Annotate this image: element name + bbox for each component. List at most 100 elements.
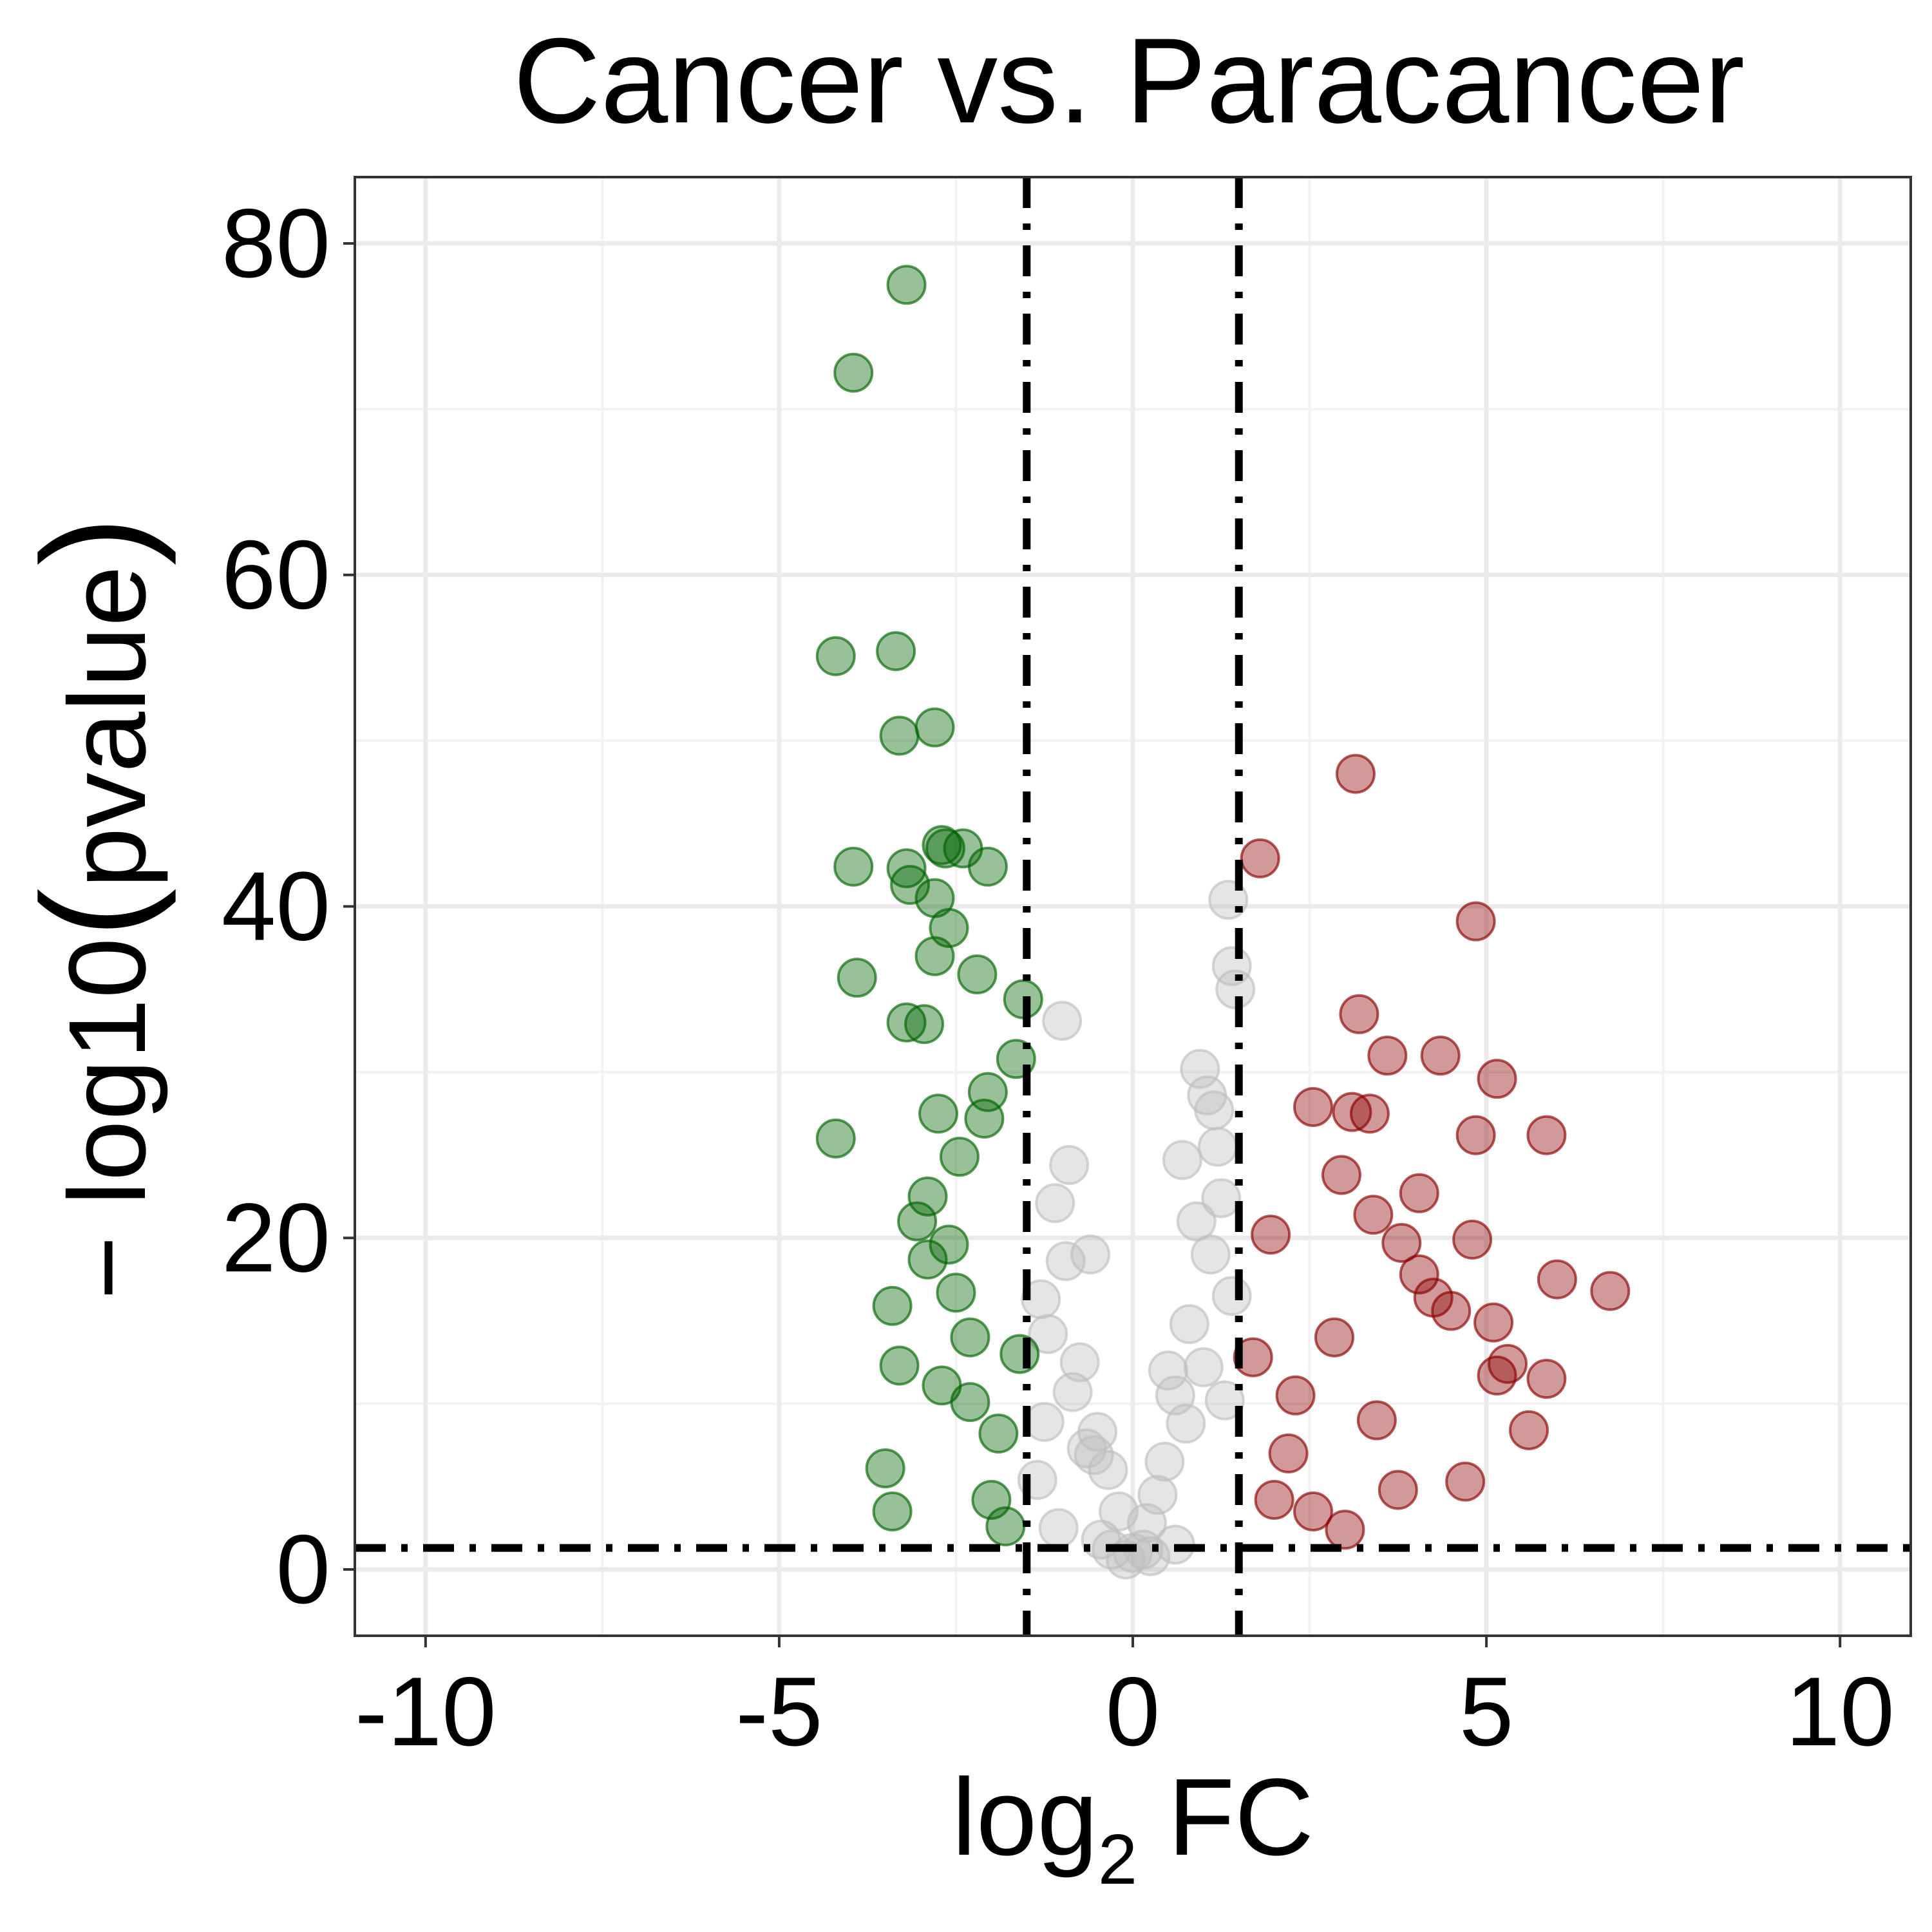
ns-point [1201, 1178, 1242, 1218]
y-tick-label: 40 [222, 852, 330, 961]
y-tick-label: 0 [276, 1515, 330, 1624]
down-point [922, 825, 962, 866]
up-point [1452, 1219, 1493, 1260]
down-point [815, 636, 856, 676]
down-point [907, 1176, 948, 1217]
up-point [1268, 1433, 1309, 1473]
ns-point [1042, 1001, 1083, 1041]
y-tick-label: 80 [222, 189, 330, 298]
ns-point [1144, 1441, 1185, 1482]
ns-point [1137, 1475, 1178, 1515]
up-point [1314, 1317, 1354, 1358]
down-point [904, 1004, 945, 1045]
up-point [1251, 1215, 1291, 1255]
y-tick-label: 20 [222, 1183, 330, 1293]
down-point [964, 1098, 1005, 1139]
down-point [890, 865, 931, 905]
ns-point [1059, 1342, 1100, 1383]
up-point [1254, 1479, 1294, 1520]
down-point [914, 707, 955, 748]
up-point [1526, 1359, 1567, 1399]
grid [355, 177, 1911, 1636]
x-tick-label: 5 [1459, 1657, 1514, 1766]
down-point [886, 265, 927, 305]
up-point [1445, 1461, 1486, 1502]
down-point [837, 958, 877, 998]
down-point [950, 1317, 990, 1358]
up-point [1293, 1491, 1334, 1531]
up-point [1353, 1195, 1394, 1235]
down-point [872, 1491, 913, 1531]
up-point [1473, 1302, 1514, 1343]
down-point [865, 1448, 905, 1489]
ns-point [1148, 1350, 1188, 1391]
up-point [1526, 1115, 1567, 1155]
down-point [886, 848, 927, 889]
x-tick-label: -5 [735, 1657, 822, 1766]
y-axis-label-inner: pvalue [46, 565, 169, 888]
ns-point [1166, 1403, 1206, 1444]
y-axis-label-prefix: − log10 [46, 938, 169, 1300]
y-axis-label-open-paren: ( [11, 888, 176, 938]
ns-point [1028, 1314, 1068, 1354]
down-point [922, 1365, 962, 1406]
ns-point [1176, 1201, 1217, 1242]
ns-point [1088, 1450, 1128, 1490]
up-point [1537, 1259, 1577, 1300]
down-point [876, 631, 916, 672]
ns-point [1038, 1508, 1079, 1548]
down-point [872, 1285, 913, 1326]
up-point [1325, 1510, 1365, 1550]
chart-title: Cancer vs. Paracancer [513, 13, 1745, 148]
up-point [1477, 1059, 1517, 1099]
not-significant-points [1017, 880, 1256, 1580]
up-point [1349, 1094, 1390, 1134]
up-point [1240, 838, 1280, 878]
ns-point [1197, 1126, 1238, 1167]
x-axis: -10 -5 0 5 10 [355, 1636, 1895, 1766]
ns-point [1169, 1304, 1209, 1345]
x-axis-label-subscript: 2 [1098, 1820, 1137, 1899]
y-axis: 0 20 40 60 80 [222, 189, 355, 1624]
downregulated-points [815, 265, 1043, 1547]
down-point [999, 1334, 1040, 1374]
up-point [1339, 994, 1379, 1034]
x-axis-label: log2 FC [952, 1756, 1314, 1899]
up-point [1367, 1036, 1408, 1076]
x-axis-label-suffix: FC [1137, 1756, 1314, 1879]
up-point [1335, 753, 1376, 794]
down-point [978, 1413, 1019, 1454]
x-tick-label: 0 [1106, 1657, 1160, 1766]
down-point [833, 352, 874, 393]
down-point [985, 1506, 1026, 1547]
ns-point [1052, 1372, 1093, 1412]
ns-point [1162, 1140, 1202, 1180]
down-point [957, 954, 998, 995]
ns-point [1070, 1235, 1111, 1275]
ns-point [1211, 1276, 1252, 1316]
down-point [929, 1224, 969, 1265]
up-point [1488, 1343, 1528, 1384]
up-point [1233, 1337, 1273, 1378]
upregulated-points [1233, 753, 1631, 1550]
up-point [1275, 1375, 1316, 1416]
ns-point [1049, 1145, 1090, 1186]
y-axis-label: − log10(pvalue) [11, 516, 176, 1300]
ns-point [1180, 1048, 1220, 1089]
up-point [1399, 1173, 1439, 1213]
down-point [897, 1201, 938, 1242]
down-point [879, 715, 920, 756]
up-point [1590, 1271, 1631, 1311]
down-point [833, 846, 874, 887]
ns-point [1190, 1235, 1231, 1275]
down-point [879, 1345, 920, 1386]
down-point [815, 1118, 856, 1159]
up-point [1477, 1355, 1517, 1396]
x-axis-label-base: log [952, 1756, 1098, 1879]
ns-point [1074, 1435, 1114, 1475]
up-point [1399, 1254, 1439, 1294]
up-point [1321, 1155, 1361, 1195]
y-axis-label-close-paren: ) [11, 516, 176, 566]
up-point [1381, 1222, 1422, 1263]
